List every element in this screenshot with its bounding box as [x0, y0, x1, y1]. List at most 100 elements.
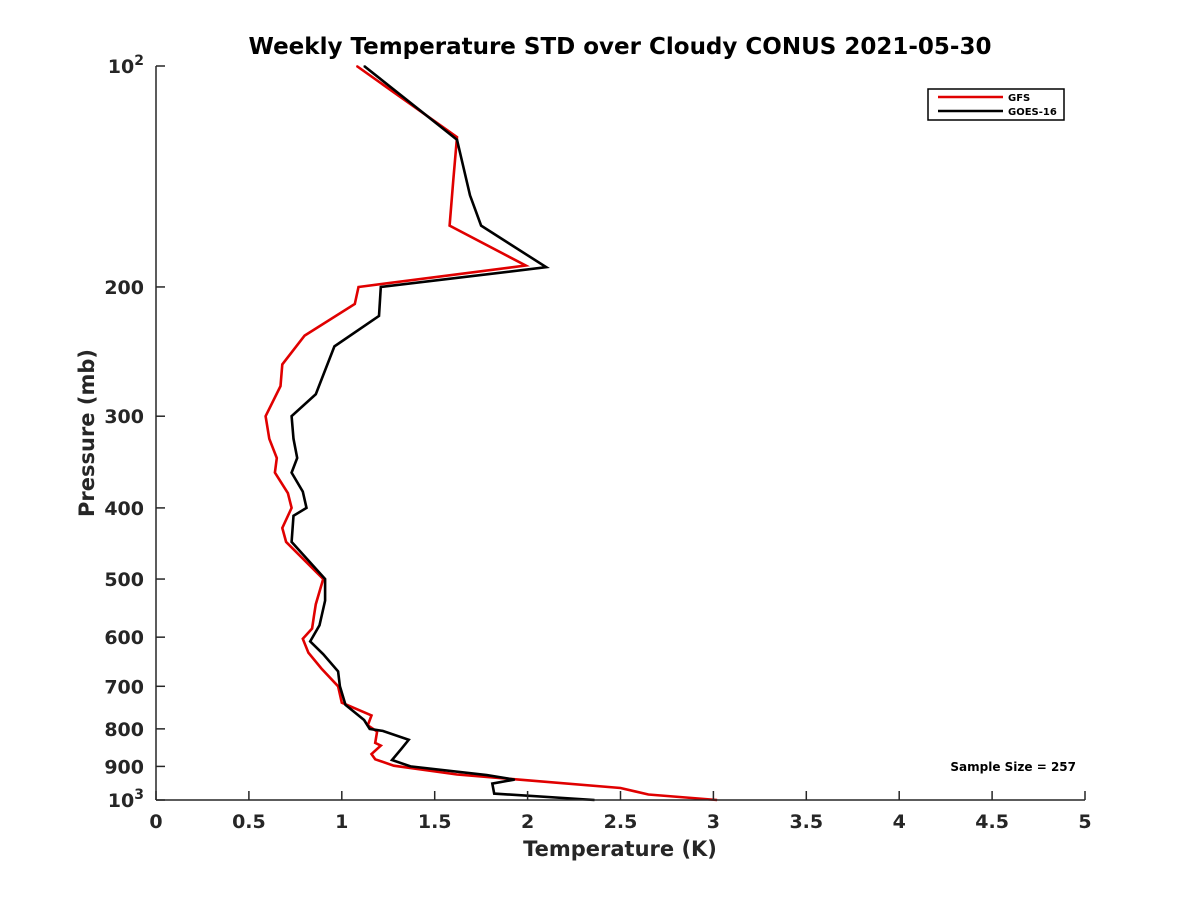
- data-point-gfs: [265, 415, 267, 417]
- data-point-gfs: [525, 264, 527, 267]
- data-point-gfs: [452, 179, 454, 181]
- data-point-gfs: [279, 385, 282, 387]
- data-point-goes16: [292, 438, 295, 440]
- data-point-gfs: [276, 457, 278, 459]
- data-point-gfs: [341, 702, 343, 704]
- data-point-goes16: [486, 774, 488, 776]
- data-point-gfs: [647, 793, 650, 796]
- data-point-gfs: [281, 527, 283, 529]
- data-point-goes16: [305, 507, 308, 509]
- data-point-gfs: [285, 541, 287, 543]
- series-line-gfs: [264, 64, 718, 802]
- data-point-goes16: [322, 653, 324, 655]
- data-point-goes16: [291, 472, 293, 474]
- data-point-gfs: [311, 627, 313, 630]
- x-tick-label: 2: [521, 811, 534, 833]
- data-point-gfs: [619, 787, 622, 789]
- data-point-goes16: [456, 139, 458, 141]
- y-axis-label: Pressure (mb): [75, 349, 99, 517]
- data-point-goes16: [344, 704, 347, 706]
- data-point-goes16: [363, 719, 365, 721]
- legend-label-goes16: GOES-16: [1008, 107, 1057, 118]
- y-ticks: 102 200 300 400 500 600 700 800 900 103: [104, 53, 165, 812]
- data-point-gfs: [449, 225, 451, 227]
- x-tick-label: 4.5: [975, 811, 1009, 833]
- data-point-goes16: [302, 491, 304, 493]
- data-point-gfs: [357, 286, 360, 288]
- x-tick-label: 3: [707, 811, 720, 833]
- x-tick-label: 1: [335, 811, 348, 833]
- data-point-gfs: [393, 765, 395, 767]
- data-point-goes16: [333, 345, 335, 347]
- data-point-goes16: [493, 793, 495, 795]
- data-point-gfs: [302, 638, 304, 640]
- data-point-goes16: [315, 393, 317, 395]
- legend-box: [927, 88, 1065, 121]
- data-point-goes16: [469, 194, 471, 196]
- x-tick-label: 5: [1078, 811, 1091, 833]
- data-point-gfs: [374, 758, 376, 760]
- data-point-goes16: [296, 457, 298, 459]
- sample-size-annotation: Sample Size = 257: [950, 760, 1076, 774]
- data-point-gfs: [380, 745, 382, 747]
- data-point-gfs: [281, 363, 283, 365]
- y-tick-label: 700: [104, 676, 144, 698]
- data-point-gfs: [307, 652, 309, 654]
- data-point-goes16: [363, 65, 365, 67]
- data-point-gfs: [291, 507, 293, 509]
- series-layer: [264, 64, 718, 802]
- data-point-goes16: [514, 779, 516, 781]
- x-tick-label: 1.5: [418, 811, 452, 833]
- x-tick-label: 0.5: [232, 811, 266, 833]
- data-point-gfs: [320, 667, 322, 670]
- x-ticks: 0 0.5 1 1.5 2 2.5 3 3.5 4 4.5 5: [149, 791, 1092, 833]
- y-tick-label: 103: [108, 787, 144, 812]
- data-point-gfs: [315, 603, 317, 605]
- data-point-gfs: [287, 492, 289, 494]
- data-point-goes16: [369, 728, 371, 730]
- y-tick-label: 800: [104, 719, 144, 741]
- data-point-gfs: [356, 65, 358, 67]
- x-tick-label: 3.5: [789, 811, 823, 833]
- data-point-goes16: [391, 759, 393, 761]
- y-tick-label: 400: [104, 498, 144, 520]
- x-tick-label: 4: [893, 811, 906, 833]
- y-tick-label: 500: [104, 569, 144, 591]
- y-tick-label: 102: [108, 53, 144, 78]
- data-point-goes16: [382, 730, 384, 732]
- legend: GFS GOES-16: [927, 88, 1065, 121]
- data-point-gfs: [456, 773, 458, 776]
- data-point-gfs: [268, 438, 270, 440]
- data-point-goes16: [324, 600, 326, 602]
- data-point-goes16: [292, 515, 295, 517]
- data-point-goes16: [318, 624, 321, 626]
- y-tick-label: 300: [104, 406, 144, 428]
- legend-label-gfs: GFS: [1008, 93, 1030, 104]
- data-point-gfs: [370, 714, 373, 717]
- data-point-goes16: [378, 315, 380, 317]
- data-point-goes16: [409, 765, 412, 768]
- data-point-goes16: [291, 415, 293, 417]
- data-point-gfs: [304, 335, 306, 337]
- data-point-goes16: [291, 541, 293, 543]
- data-point-goes16: [545, 266, 547, 268]
- y-tick-label: 600: [104, 627, 144, 649]
- x-tick-label: 2.5: [604, 811, 638, 833]
- x-axis-label: Temperature (K): [523, 837, 717, 861]
- data-point-gfs: [337, 685, 339, 687]
- data-point-goes16: [309, 640, 311, 643]
- data-point-goes16: [380, 286, 382, 288]
- data-point-goes16: [324, 578, 326, 580]
- data-point-goes16: [491, 783, 493, 785]
- data-point-gfs: [354, 303, 356, 305]
- data-point-gfs: [370, 753, 373, 755]
- data-point-goes16: [400, 748, 402, 750]
- data-point-goes16: [408, 739, 410, 741]
- y-tick-label: 200: [104, 277, 144, 299]
- y-tick-label: 900: [104, 756, 144, 778]
- data-point-gfs: [313, 615, 315, 617]
- x-tick-label: 0: [149, 811, 162, 833]
- data-point-gfs: [527, 779, 529, 781]
